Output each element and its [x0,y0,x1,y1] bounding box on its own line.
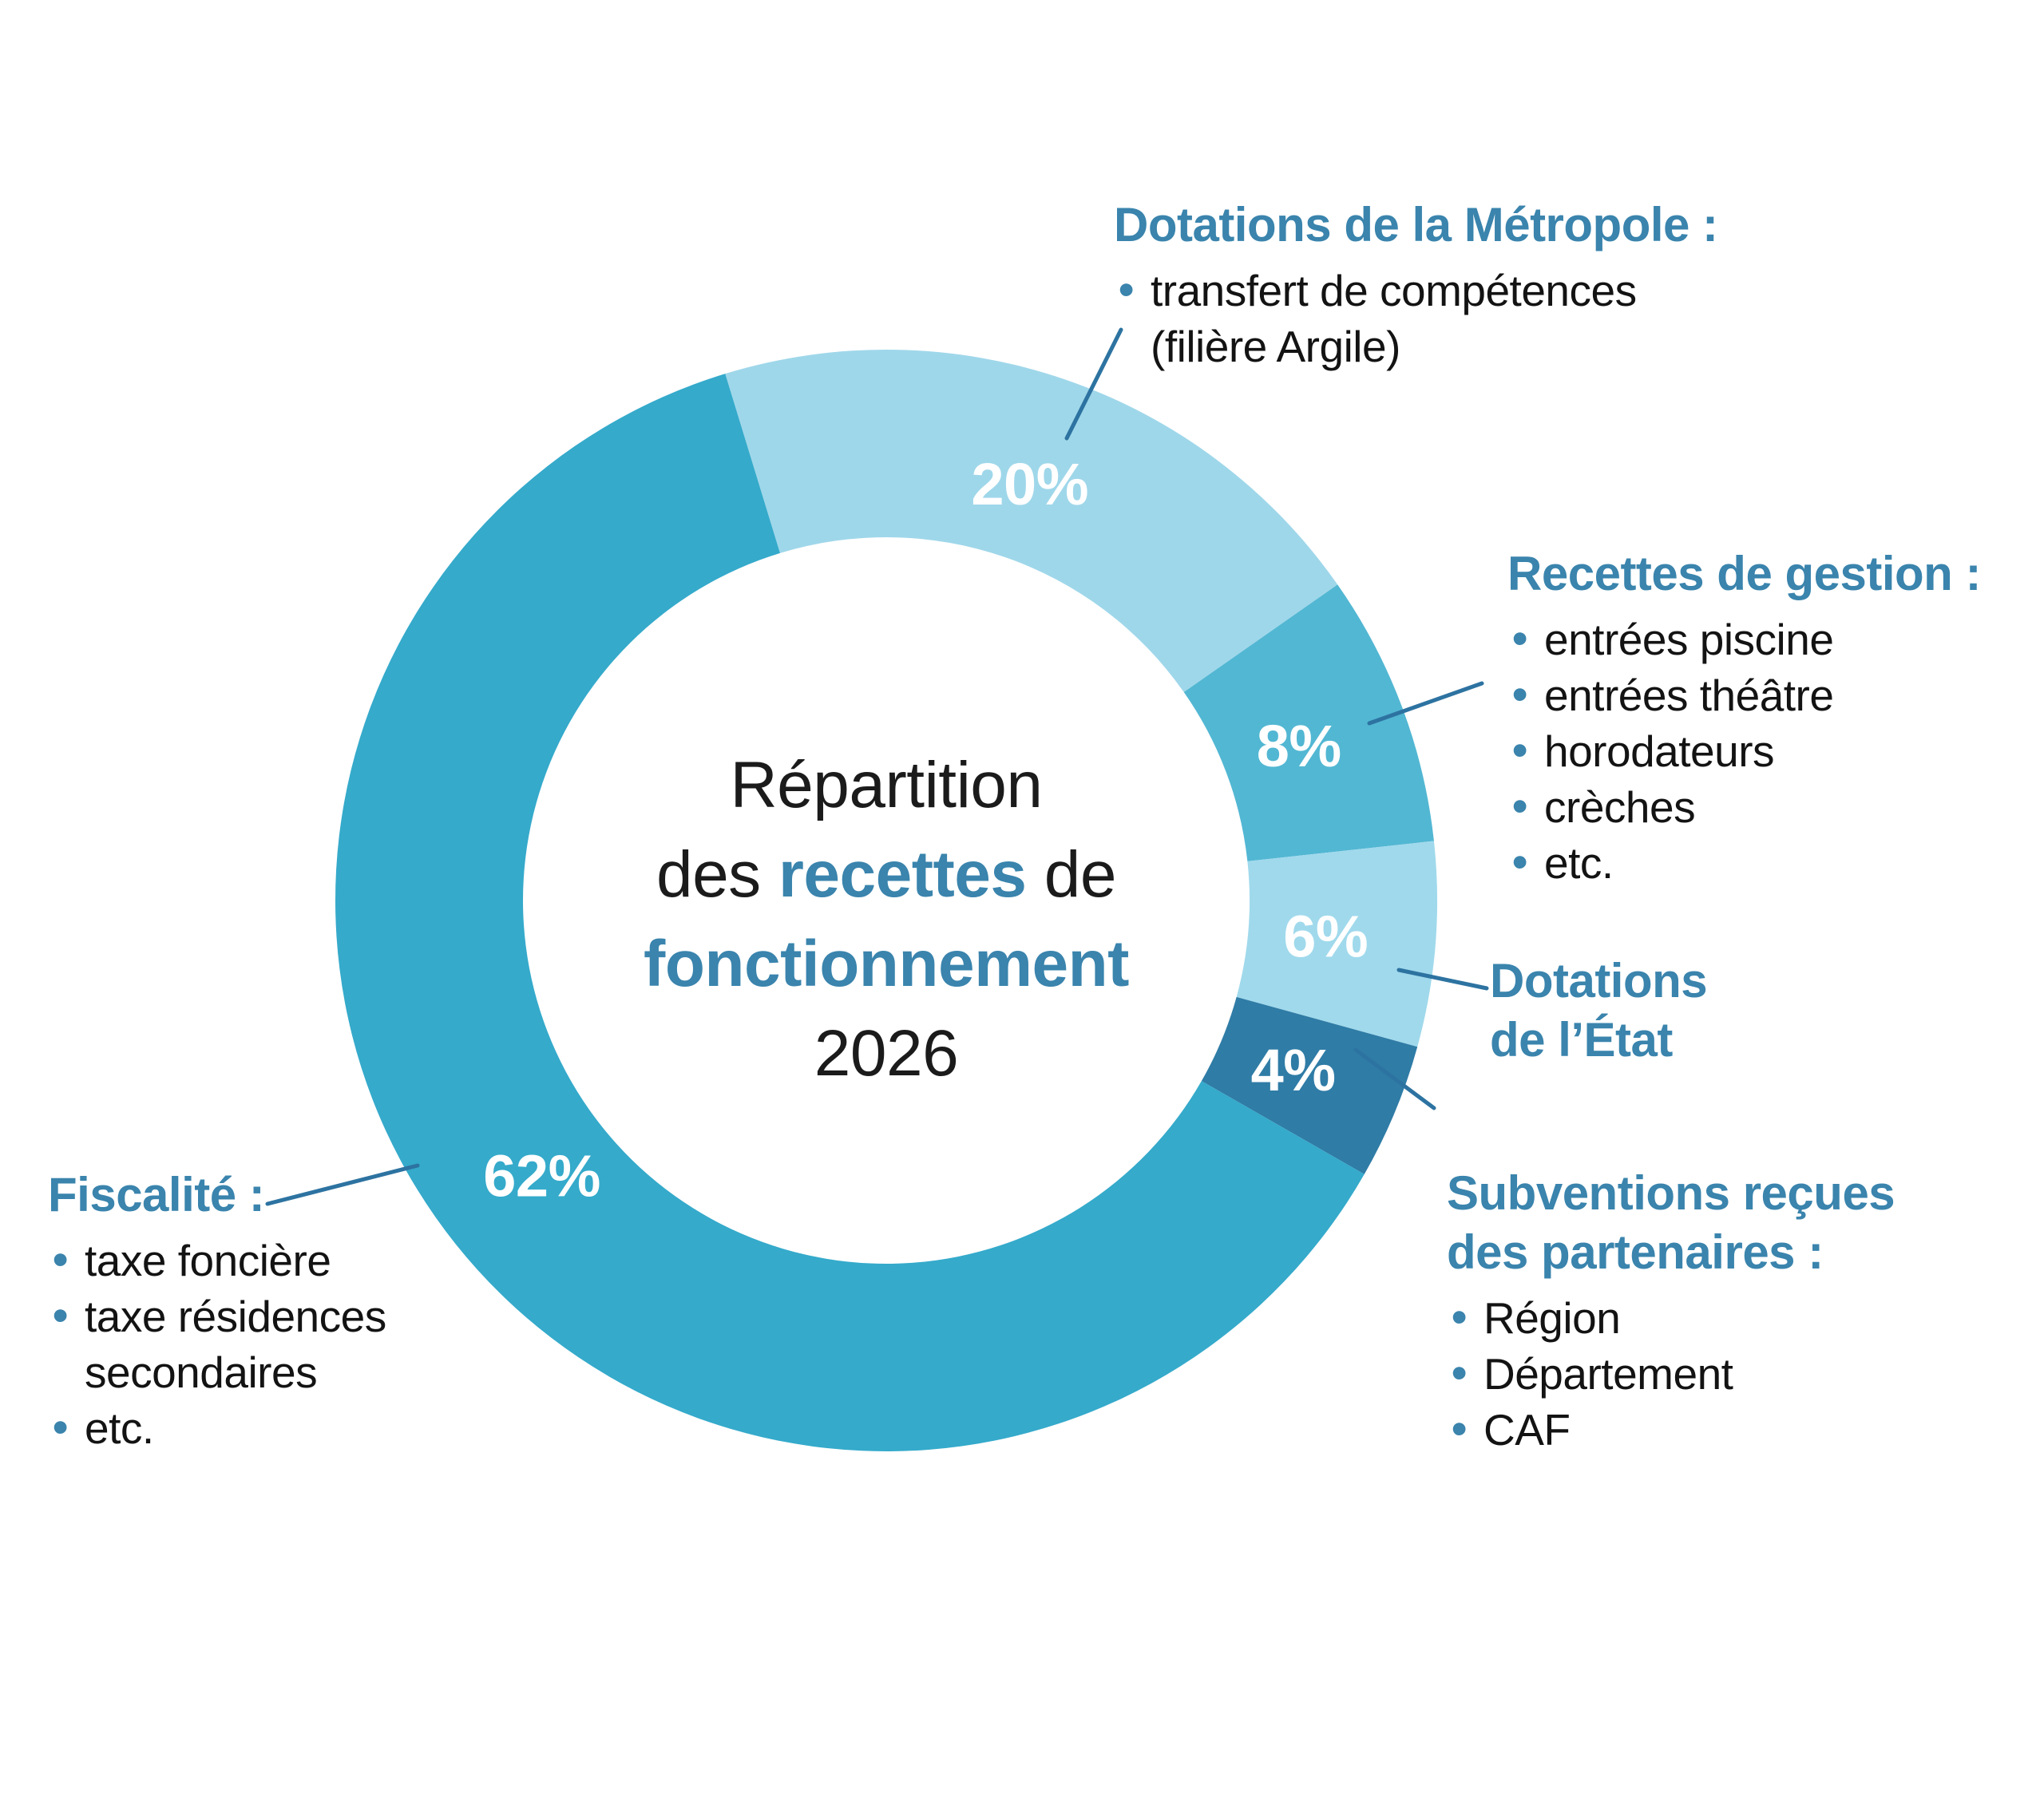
donut-segment-dotations-etat [1236,841,1437,1047]
donut-segments [335,350,1437,1452]
segment-value-label-dotations-etat: 6% [1283,903,1368,969]
annotation-bullet: Département [1447,1344,2038,1402]
annotation-bullet: etc. [1507,833,2034,891]
annotation-heading-fiscalite: Fiscalité : [48,1168,265,1221]
leader-line-subventions-partenaires [1353,1047,1436,1110]
donut-segment-subventions-partenaires [1201,996,1418,1174]
donut-segment-dotations-metropole [725,350,1338,693]
center-title-line-2: des recettes de [487,830,1285,920]
annotation-bullet: taxe résidences secondaires [48,1287,495,1400]
annotation-heading-subventions-partenaires: Subventions reçues des partenaires : [1447,1166,1895,1279]
center-title-line-3: fonctionnement [644,928,1129,1000]
annotation-fiscalite: Fiscalité : taxe foncière taxe résidence… [48,1166,495,1456]
leader-line-fiscalite [265,1163,420,1206]
annotation-bullet: etc. [48,1399,495,1456]
annotation-heading-recettes-gestion: Recettes de gestion : [1507,547,1982,600]
center-title-line-1: Répartition [730,749,1043,821]
annotation-list-subventions-partenaires: Région Département CAF [1447,1288,2038,1458]
annotation-subventions-partenaires: Subventions reçues des partenaires : Rég… [1447,1164,2038,1458]
center-title-line2-post: de [1026,838,1117,911]
center-title-line-4: 2026 [814,1017,959,1090]
donut-segment-fiscalite [335,374,1365,1452]
annotation-bullet: taxe foncière [48,1231,495,1288]
annotation-dotations-etat: Dotations de l’État [1490,952,2001,1078]
annotation-bullet: entrées piscine [1507,610,2034,667]
leader-line-recettes-gestion [1367,681,1484,726]
segment-value-label-dotations-metropole: 20% [971,451,1088,517]
segment-value-label-fiscalite: 62% [483,1142,600,1209]
annotation-bullet: crèches [1507,778,2034,835]
leader-line-dotations-metropole [1064,327,1123,441]
leader-lines [265,327,1489,1206]
annotation-bullet: CAF [1447,1400,2038,1458]
donut-segment-recettes-gestion [1183,584,1434,861]
annotation-list-recettes-gestion: entrées piscine entrées théâtre horodate… [1507,610,2034,891]
annotation-bullet: horodateurs [1507,722,2034,779]
center-title-line2-highlight: recettes [778,838,1027,911]
leader-line-dotations-etat [1396,968,1489,991]
annotation-heading-dotations-metropole: Dotations de la Métropole : [1114,198,1718,251]
chart-center-title: Répartition des recettes de fonctionneme… [487,741,1285,1098]
annotation-list-dotations-metropole: transfert de compétences (filière Argile… [1114,261,1816,374]
annotation-dotations-metropole: Dotations de la Métropole : transfert de… [1114,196,1816,374]
annotation-bullet: transfert de compétences (filière Argile… [1114,261,1816,374]
annotation-list-fiscalite: taxe foncière taxe résidences secondaire… [48,1231,495,1456]
annotation-bullet: entrées théâtre [1507,666,2034,723]
donut-segment-labels: 20% 8% 6% 4% 62% [483,451,1368,1209]
segment-value-label-recettes-gestion: 8% [1257,713,1341,779]
segment-value-label-subventions-partenaires: 4% [1251,1037,1336,1103]
annotation-bullet: Région [1447,1288,2038,1346]
annotation-recettes-gestion: Recettes de gestion : entrées piscine en… [1507,544,2034,891]
annotation-heading-dotations-etat: Dotations de l’État [1490,954,1708,1067]
center-title-line2-pre: des [656,838,778,911]
